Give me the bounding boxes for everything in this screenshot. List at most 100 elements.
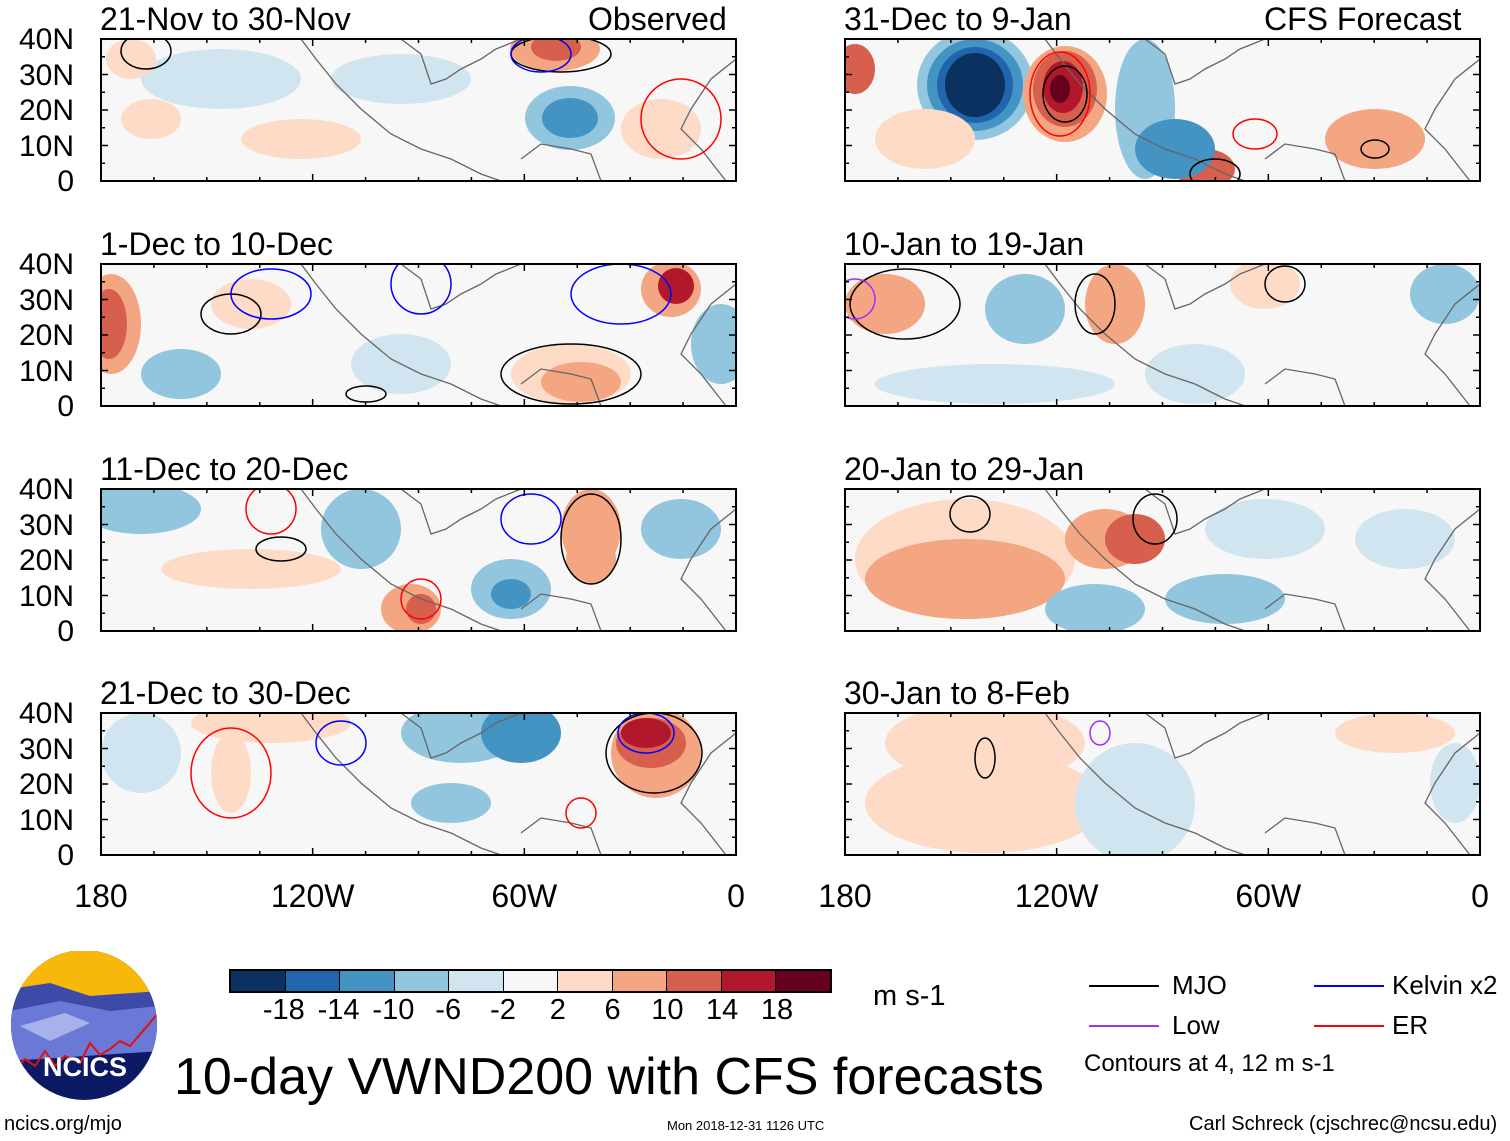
coastline <box>400 489 522 535</box>
anomaly-shade <box>1075 743 1195 855</box>
coastline <box>1144 489 1266 535</box>
anomaly-shade <box>621 718 671 748</box>
coastline <box>520 368 602 406</box>
panel-period-title: 20-Jan to 29-Jan <box>844 451 1085 487</box>
coastline <box>680 508 736 631</box>
map-panel <box>100 488 737 632</box>
panel-period-title: 10-Jan to 19-Jan <box>844 226 1085 262</box>
lon-label: 0 <box>1471 878 1489 914</box>
map-panel <box>844 263 1481 407</box>
wave-contour <box>605 713 703 794</box>
legend-kelvin: Kelvin x2 <box>1392 970 1498 1000</box>
wave-contour <box>230 268 312 320</box>
anomaly-shade <box>541 362 621 402</box>
anomaly-shade <box>531 39 581 61</box>
url-link[interactable]: ncics.org/mjo <box>4 1113 122 1135</box>
coastline <box>680 732 736 855</box>
anomaly-shade <box>845 274 925 334</box>
colorbar-tick-label: -6 <box>435 994 462 1026</box>
panel-period-title: 21-Nov to 30-Nov <box>100 1 351 37</box>
anomaly-shade <box>121 99 181 139</box>
figure-title: 10-day VWND200 with CFS forecasts <box>174 1048 1044 1106</box>
anomaly-shade <box>985 274 1065 344</box>
anomaly-shade <box>542 98 598 138</box>
coastline <box>680 283 736 406</box>
lon-label: 180 <box>74 878 128 914</box>
anomaly-shade <box>161 549 341 589</box>
lat-label: 30N <box>18 732 74 766</box>
wave-contour <box>315 720 367 766</box>
anomaly-shade <box>481 713 561 763</box>
colorbar <box>229 969 832 993</box>
coastline <box>300 264 502 406</box>
anomaly-shade <box>1165 574 1285 624</box>
lon-label: 60W <box>1235 878 1302 914</box>
map-panel <box>844 488 1481 632</box>
colorbar-tick-label: -18 <box>262 994 305 1026</box>
legend-er: ER <box>1392 1010 1429 1040</box>
wave-contour <box>255 536 307 562</box>
coastline <box>1264 143 1346 181</box>
wave-contour <box>1360 139 1390 159</box>
anomaly-shade <box>101 713 181 793</box>
wave-contour <box>949 495 991 533</box>
legend-line-kelvin <box>1314 985 1384 987</box>
lat-label: 20N <box>18 768 74 801</box>
anomaly-shade <box>1355 509 1455 569</box>
lat-label: 0 <box>57 615 74 648</box>
anomaly-shade <box>1145 344 1245 404</box>
wave-contour <box>1132 493 1178 545</box>
anomaly-shade <box>875 109 975 169</box>
wave-contour <box>565 797 597 829</box>
wave-contour <box>570 264 672 325</box>
colorbar-swatch <box>612 971 668 991</box>
coastline <box>1044 713 1246 855</box>
anomaly-shade <box>865 753 1105 853</box>
lat-label: 30N <box>18 58 74 92</box>
anomaly-shade <box>106 39 156 79</box>
coastline <box>400 713 522 759</box>
lon-label: 0 <box>727 878 745 914</box>
observed-label: Observed <box>588 1 727 37</box>
lat-label: 0 <box>57 390 74 423</box>
coastline <box>300 489 502 631</box>
lat-label: 30N <box>18 283 74 317</box>
anomaly-shade <box>491 579 531 609</box>
forecast-label: CFS Forecast <box>1264 1 1462 37</box>
colorbar-swatch <box>394 971 450 991</box>
coastline <box>1424 508 1480 631</box>
lon-label: 180 <box>818 878 872 914</box>
wave-contour <box>1189 158 1241 181</box>
colorbar-tick-label: 14 <box>706 994 739 1026</box>
coastline <box>1264 593 1346 631</box>
lat-label: 10N <box>18 354 74 388</box>
coastline <box>1264 817 1346 855</box>
anomaly-shade <box>865 539 1065 619</box>
wave-contour <box>974 737 996 779</box>
wave-contour <box>510 39 572 73</box>
coastline <box>1424 732 1480 855</box>
lat-label: 20N <box>18 94 74 127</box>
anomaly-shade <box>1135 119 1215 179</box>
map-panel <box>100 712 737 856</box>
lat-label: 10N <box>18 579 74 613</box>
colorbar-tick-label: -10 <box>372 994 415 1026</box>
anomaly-shade <box>845 44 875 94</box>
anomaly-shade <box>875 364 1115 404</box>
anomaly-shade <box>101 289 127 359</box>
anomaly-shade <box>141 349 221 399</box>
wave-contour <box>1089 720 1111 746</box>
colorbar-tick-label: -14 <box>317 994 360 1026</box>
coastline <box>1424 58 1480 181</box>
anomaly-shade <box>211 733 251 813</box>
wave-contour <box>560 493 622 585</box>
legend-line-mjo <box>1089 985 1159 987</box>
lat-label: 20N <box>18 319 74 352</box>
map-panel <box>844 712 1481 856</box>
coastline <box>680 58 736 181</box>
lat-label: 40N <box>18 248 74 281</box>
coastline <box>1424 283 1480 406</box>
anomaly-shade <box>411 783 491 823</box>
wave-contour <box>500 493 562 545</box>
